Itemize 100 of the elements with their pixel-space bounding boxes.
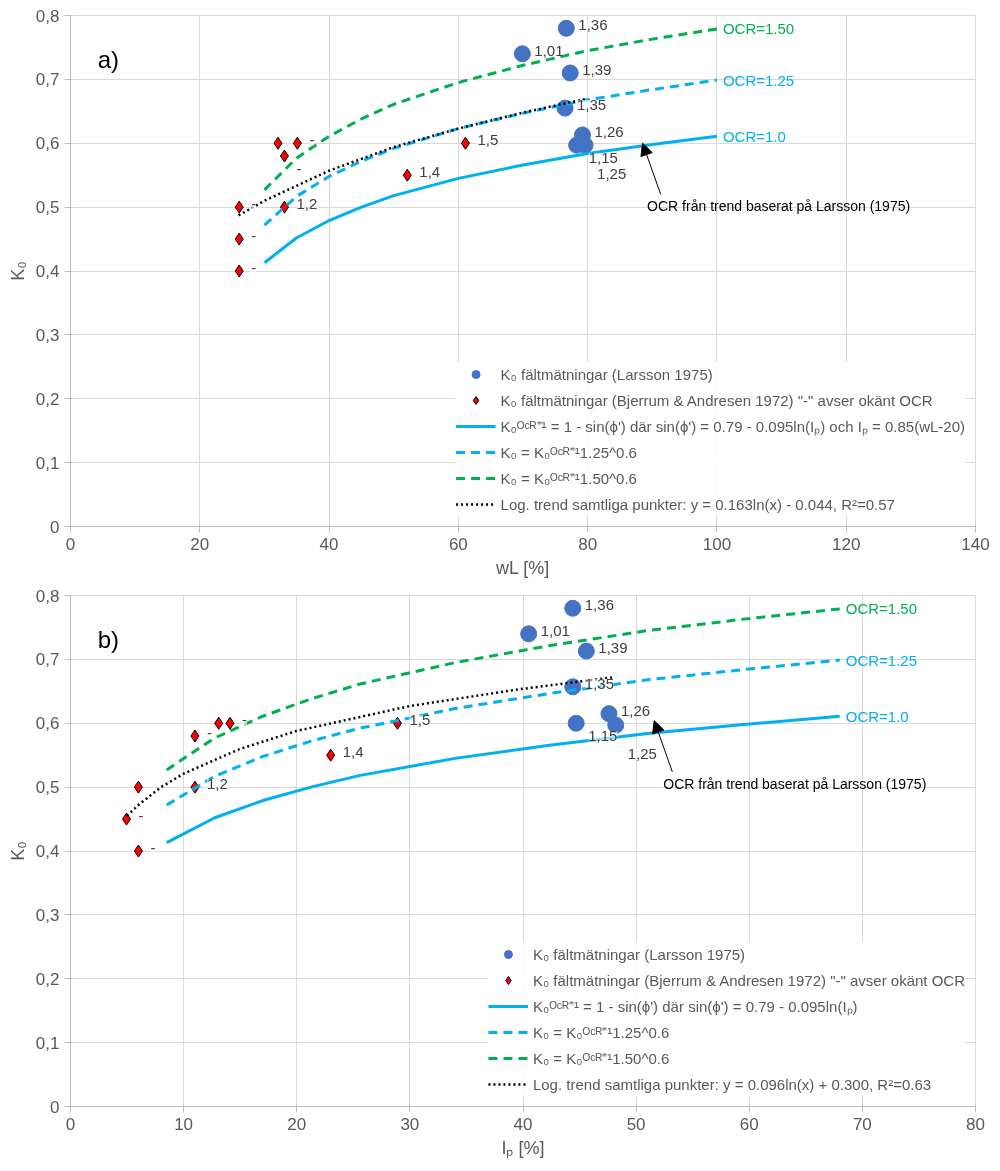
annotation: 1,35 bbox=[577, 96, 607, 114]
legend-label: K₀ fältmätningar (Larsson 1975) bbox=[500, 364, 713, 385]
y-tick-label: 0 bbox=[50, 517, 60, 537]
point bbox=[190, 729, 200, 743]
annotation: OCR från trend baserat på Larsson (1975) bbox=[663, 775, 927, 792]
legend-label: K₀ = K₀ᴼᶜᴿ⁼¹1.25^0.6 bbox=[500, 443, 637, 463]
y-axis-title: K₀ bbox=[7, 261, 28, 281]
y-tick-label: 0,4 bbox=[35, 842, 60, 861]
point bbox=[133, 780, 143, 794]
y-tick-label: 0,3 bbox=[35, 325, 60, 345]
point bbox=[561, 64, 579, 82]
point bbox=[326, 748, 336, 762]
x-tick-label: 100 bbox=[702, 534, 732, 554]
x-tick-label: 140 bbox=[961, 534, 990, 554]
y-tick-label: 0,8 bbox=[35, 6, 60, 26]
annotation: - bbox=[251, 259, 257, 276]
annotation: OCR=1.50 bbox=[845, 600, 918, 618]
annotation: - bbox=[138, 807, 144, 825]
legend-label: K₀ = K₀ᴼᶜᴿ⁼¹1.50^0.6 bbox=[532, 1049, 670, 1069]
x-tick-label: 70 bbox=[852, 1114, 872, 1134]
annotation: 1,4 bbox=[342, 743, 364, 761]
annotation: OCR=1.50 bbox=[722, 20, 795, 38]
y-tick-label: 0 bbox=[50, 1097, 60, 1117]
annotation: 1,01 bbox=[534, 41, 564, 59]
annotation: 1,26 bbox=[620, 701, 651, 719]
x-tick-label: 60 bbox=[448, 534, 468, 554]
legend-label: K₀ = K₀ᴼᶜᴿ⁼¹1.50^0.6 bbox=[500, 469, 637, 489]
annotation: - bbox=[251, 227, 257, 245]
legend-label: K₀ = K₀ᴼᶜᴿ⁼¹1.25^0.6 bbox=[532, 1023, 670, 1043]
y-tick-label: 0,7 bbox=[35, 70, 60, 90]
annotation: OCR=1.25 bbox=[845, 651, 918, 669]
x-tick-label: 40 bbox=[319, 534, 339, 554]
y-tick-label: 0,5 bbox=[35, 198, 60, 218]
x-tick-label: 30 bbox=[400, 1114, 420, 1134]
x-tick-label: 40 bbox=[513, 1114, 533, 1134]
x-axis-title: wL [%] bbox=[494, 557, 550, 578]
x-tick-label: 20 bbox=[190, 534, 210, 554]
x-tick-label: 50 bbox=[626, 1114, 646, 1134]
annotation: OCR från trend baserat på Larsson (1975) bbox=[647, 198, 911, 215]
y-tick-label: 0,3 bbox=[35, 905, 60, 925]
legend-label: Log. trend samtliga punkter: y = 0.163ln(x) - 0.044, R²=0.57 bbox=[500, 494, 895, 515]
y-tick-label: 0,5 bbox=[35, 778, 60, 798]
annotation: 1,25 bbox=[627, 745, 657, 763]
point bbox=[133, 844, 143, 858]
legend-label: K₀ fältmätningar (Bjerrum & Andresen 1972) "-" avser okänt OCR bbox=[500, 390, 933, 411]
annotation: 1,36 bbox=[584, 596, 614, 614]
annotation: 1,15 bbox=[588, 727, 618, 745]
point bbox=[273, 136, 283, 150]
y-tick-label: 0,4 bbox=[35, 262, 60, 281]
legend-label: K₀ᴼᶜᴿ⁼¹ = 1 - sin(ϕ') där sin(ϕ') = 0.79 - 0.095ln(Iₚ) och Iₚ = 0.85(wL-20) bbox=[500, 417, 965, 438]
y-tick-label: 0,1 bbox=[35, 453, 60, 473]
y-tick-label: 0,1 bbox=[35, 1033, 60, 1053]
legend-label: K₀ᴼᶜᴿ⁼¹ = 1 - sin(ϕ') där sin(ϕ') = 0.79 - 0.095ln(Iₚ) bbox=[532, 997, 858, 1018]
annotation: 1,36 bbox=[578, 16, 608, 34]
point bbox=[214, 716, 224, 730]
annotation: 1,35 bbox=[584, 674, 614, 692]
point bbox=[460, 136, 470, 150]
annotation: 1,5 bbox=[409, 711, 431, 729]
y-tick-label: 0,2 bbox=[35, 969, 60, 989]
annotation: - bbox=[206, 724, 212, 742]
y-tick-label: 0,8 bbox=[35, 586, 60, 606]
point bbox=[234, 200, 244, 214]
x-tick-label: 10 bbox=[174, 1114, 194, 1134]
annotation: - bbox=[251, 195, 257, 213]
point bbox=[564, 599, 582, 617]
annotation: 1,26 bbox=[594, 122, 624, 140]
point bbox=[234, 264, 244, 278]
annotation: 1,4 bbox=[419, 163, 441, 181]
annotation: - bbox=[296, 160, 302, 178]
y-tick-label: 0,2 bbox=[35, 389, 60, 409]
y-tick-label: 0,6 bbox=[35, 714, 60, 734]
point bbox=[520, 625, 538, 643]
annotation: 1,25 bbox=[597, 165, 627, 183]
annotation: OCR=1.25 bbox=[722, 71, 795, 89]
legend-label: K₀ fältmätningar (Larsson 1975) bbox=[532, 944, 746, 965]
point bbox=[513, 45, 531, 63]
annotation: 1,5 bbox=[477, 131, 499, 149]
point bbox=[279, 149, 289, 163]
x-tick-label: 20 bbox=[287, 1114, 307, 1134]
y-tick-label: 0,6 bbox=[35, 134, 60, 154]
point bbox=[402, 168, 412, 182]
x-tick-label: 120 bbox=[832, 534, 861, 554]
y-axis-title: K₀ bbox=[7, 841, 28, 861]
annotation: - bbox=[150, 839, 156, 856]
annotation: - bbox=[242, 711, 248, 729]
x-tick-label: 60 bbox=[739, 1114, 759, 1134]
annotation: - bbox=[309, 131, 315, 149]
annotation: OCR=1.0 bbox=[845, 707, 909, 725]
point bbox=[225, 716, 235, 730]
point bbox=[292, 136, 302, 150]
x-tick-label: 0 bbox=[65, 534, 76, 554]
point bbox=[279, 200, 289, 214]
x-tick-label: 80 bbox=[578, 534, 598, 554]
point bbox=[557, 19, 575, 37]
legend-label: Log. trend samtliga punkter: y = 0.096ln(x) + 0.300, R²=0.63 bbox=[532, 1074, 932, 1095]
point bbox=[577, 642, 595, 660]
annotation: a) bbox=[97, 46, 119, 74]
x-tick-label: 80 bbox=[966, 1114, 985, 1134]
annotation: 1,01 bbox=[540, 621, 570, 639]
x-tick-label: 0 bbox=[65, 1114, 76, 1134]
